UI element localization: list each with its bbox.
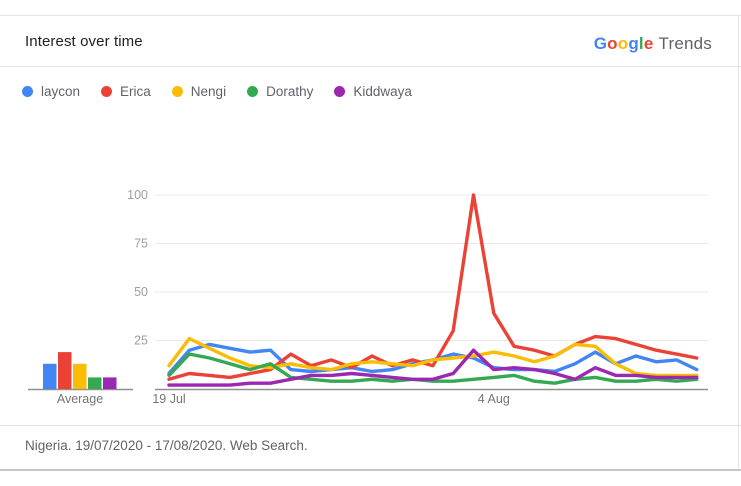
card-right-border <box>738 15 739 470</box>
legend-label: Kiddwaya <box>353 84 412 99</box>
logo-letter: o <box>617 34 629 53</box>
logo-letter: G <box>593 34 608 53</box>
logo-letter: l <box>638 34 644 53</box>
trend-line-Dorathy <box>167 352 699 385</box>
chart-legend: laycon Erica Nengi Dorathy Kiddwaya <box>22 84 412 99</box>
legend-item-laycon[interactable]: laycon <box>22 84 80 99</box>
footer-caption: Nigeria. 19/07/2020 - 17/08/2020. Web Se… <box>25 438 308 453</box>
legend-item-dorathy[interactable]: Dorathy <box>247 84 313 99</box>
y-tick-label: 25 <box>134 334 148 348</box>
average-bar-laycon <box>43 363 57 389</box>
page-title: Interest over time <box>25 33 143 50</box>
average-bar-Erica <box>58 352 72 389</box>
average-bar-Dorathy <box>88 377 102 389</box>
legend-item-kiddwaya[interactable]: Kiddwaya <box>334 84 412 99</box>
legend-dot-blue <box>22 86 33 97</box>
legend-label: Erica <box>120 84 151 99</box>
legend-item-erica[interactable]: Erica <box>101 84 151 99</box>
footer-divider <box>0 425 741 426</box>
logo-letter: o <box>607 34 618 53</box>
average-bar-Nengi <box>73 363 87 389</box>
legend-dot-green <box>247 86 259 97</box>
google-trends-logo[interactable]: Google Trends <box>594 34 712 54</box>
logo-letter: g <box>628 34 639 53</box>
y-tick-label: 75 <box>134 237 148 251</box>
logo-product-name: Trends <box>658 34 712 53</box>
interest-over-time-chart[interactable]: 100 75 50 25 Average 19 Jul 4 Aug <box>0 145 741 417</box>
y-tick-label: 100 <box>127 188 148 202</box>
legend-dot-red <box>101 86 113 97</box>
x-tick-label: 4 Aug <box>478 392 510 406</box>
x-tick-label: 19 Jul <box>152 392 185 406</box>
average-label: Average <box>57 392 103 406</box>
trend-line-Kiddwaya <box>167 348 699 387</box>
legend-label: Nengi <box>190 84 227 99</box>
legend-dot-yellow <box>171 86 183 97</box>
card-top-border <box>0 15 741 16</box>
legend-label: laycon <box>41 84 81 99</box>
chart-area: 100 75 50 25 Average 19 Jul 4 Aug <box>0 145 741 417</box>
legend-label: Dorathy <box>266 84 314 99</box>
y-tick-label: 50 <box>134 285 148 299</box>
logo-letter: e <box>643 34 654 53</box>
card-bottom-border <box>0 469 741 471</box>
average-bar-Kiddwaya <box>103 377 117 389</box>
legend-dot-purple <box>334 86 346 97</box>
header-divider <box>0 66 741 67</box>
legend-item-nengi[interactable]: Nengi <box>171 84 227 99</box>
trend-line-Erica <box>167 193 699 381</box>
